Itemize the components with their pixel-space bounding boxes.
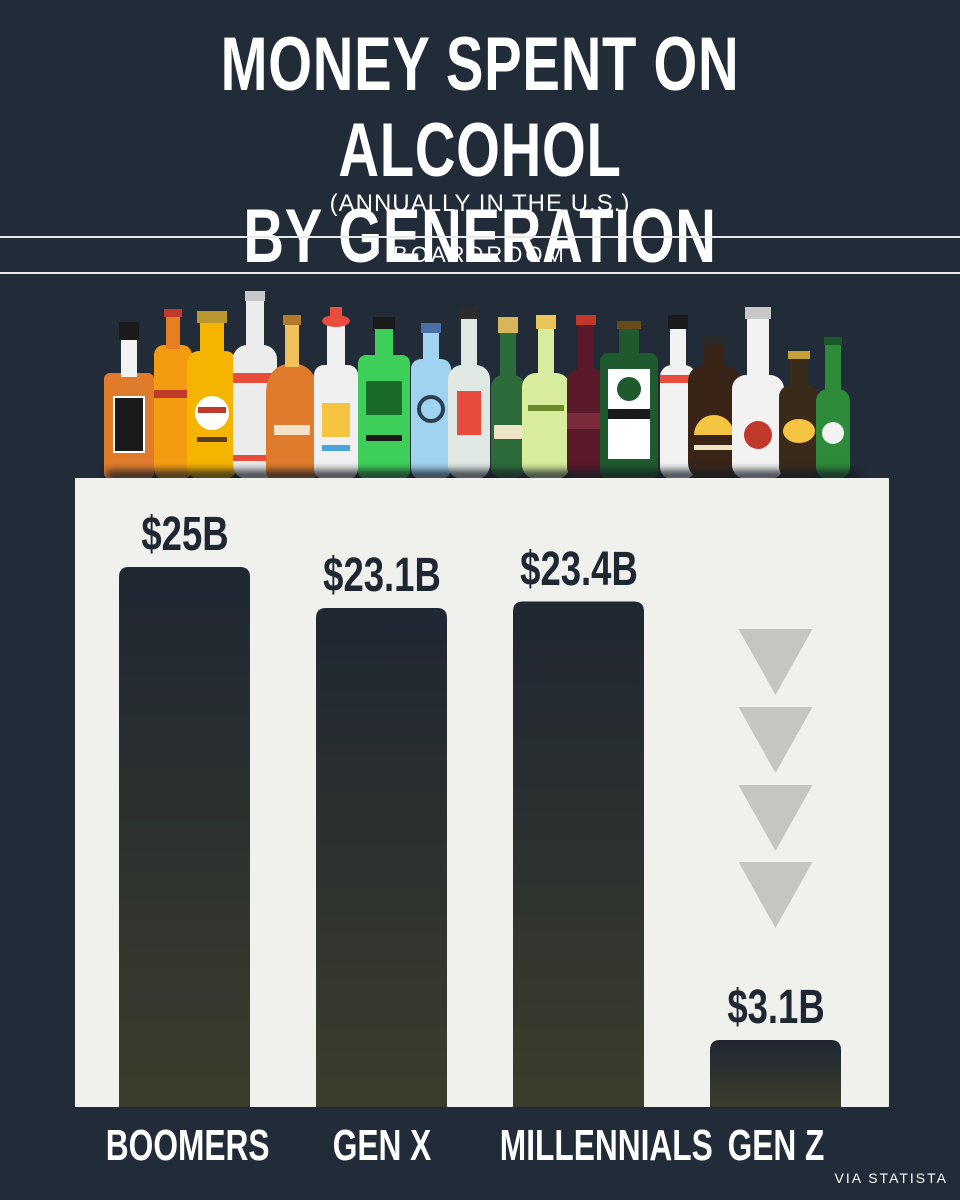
source-note: VIA STATISTA <box>834 1170 948 1186</box>
bottles-illustration <box>104 291 850 479</box>
decline-arrows <box>738 629 813 928</box>
category-label-boomers: BOOMERS <box>105 1121 269 1170</box>
bar-gen-z <box>710 1040 841 1107</box>
bar-boomers <box>119 567 250 1107</box>
bottle-herbal-icon <box>600 321 658 479</box>
bottle-white-wine-icon <box>522 315 570 479</box>
bottle-champagne-icon <box>491 317 525 479</box>
bottle-red-wine-icon <box>567 315 605 479</box>
down-arrow-icon <box>738 707 813 773</box>
bottle-gin-icon <box>358 317 410 479</box>
bottle-beer-green-icon <box>816 337 850 479</box>
bars-group <box>119 567 841 1107</box>
bottle-whiskey-square-icon <box>104 322 154 479</box>
bottle-blue-icon <box>411 323 451 479</box>
chart-subtitle: (ANNUALLY IN THE U.S.) <box>329 190 631 217</box>
bottle-clear-icon <box>448 307 490 479</box>
bottle-liqueur-icon <box>688 335 740 479</box>
bottle-beer-dark-icon <box>779 351 819 479</box>
down-arrow-icon <box>738 629 813 695</box>
bottom-divider <box>0 272 960 274</box>
bottle-cream-icon <box>732 307 784 479</box>
category-label-millennials: MILLENNIALS <box>499 1121 713 1170</box>
value-label-millennials: $23.4B <box>519 542 638 596</box>
brand-label: BOARDROOM <box>393 242 567 267</box>
down-arrow-icon <box>738 862 813 928</box>
bottle-cognac-icon <box>266 315 318 479</box>
value-label-gen-z: $3.1B <box>726 981 825 1035</box>
top-divider <box>0 236 960 238</box>
bar-gen-x <box>316 608 447 1107</box>
category-label-gen-x: GEN X <box>332 1121 431 1170</box>
bottle-tequila-icon <box>314 307 358 479</box>
bottle-scotch-icon <box>154 309 192 479</box>
bar-millennials <box>513 601 644 1107</box>
category-label-gen-z: GEN Z <box>727 1121 824 1170</box>
value-label-boomers: $25B <box>140 508 229 561</box>
value-label-gen-x: $23.1B <box>322 549 441 603</box>
down-arrow-icon <box>738 785 813 851</box>
bottle-white-slim-icon <box>660 315 696 479</box>
bottle-rum-icon <box>187 311 237 479</box>
